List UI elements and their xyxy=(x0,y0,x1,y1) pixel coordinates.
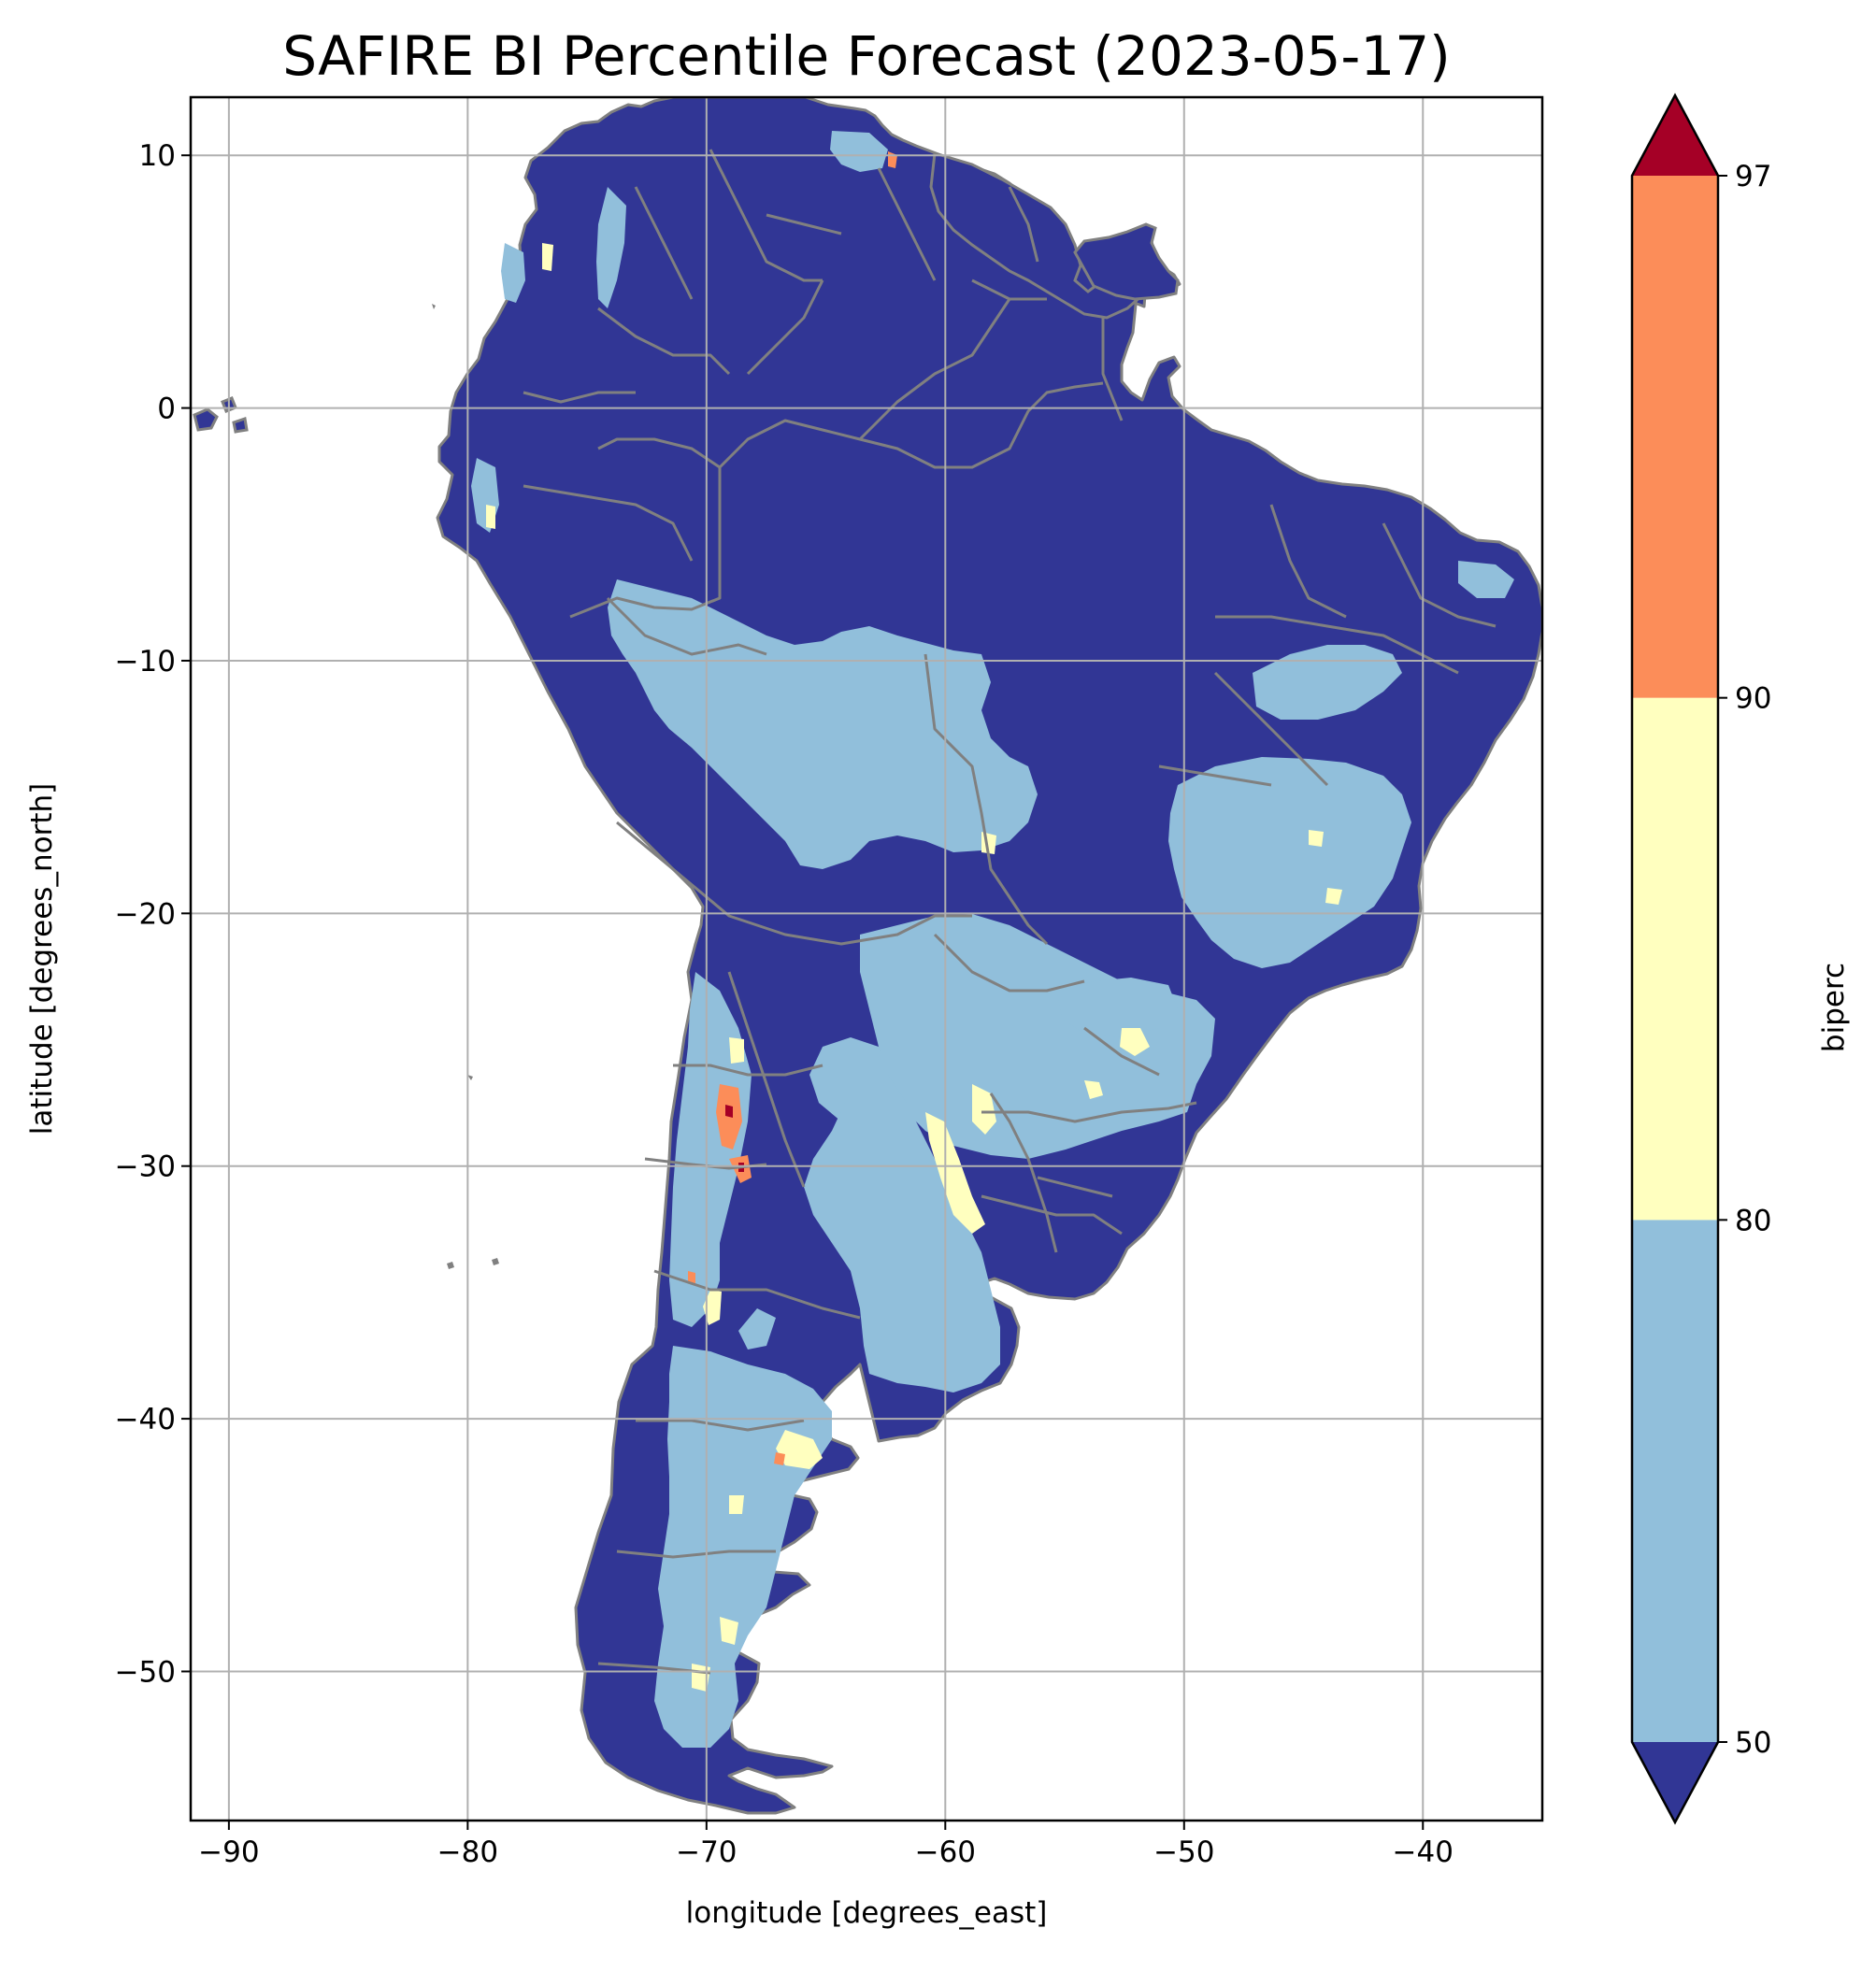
colorbar-tick-label: 50 xyxy=(1735,1726,1771,1760)
galapagos-islands xyxy=(193,396,249,434)
map-title: SAFIRE BI Percentile Forecast (2023-05-1… xyxy=(282,24,1451,88)
colorbar-extend-min xyxy=(1632,1742,1718,1822)
colorbar-segment xyxy=(1632,1220,1718,1742)
y-axis: 10 0 −10 −20 −30 −40 −50 xyxy=(115,139,191,1689)
colorbar-segment xyxy=(1632,697,1718,1221)
y-tick-label: −50 xyxy=(115,1655,176,1689)
y-tick-label: 10 xyxy=(139,139,176,173)
axes-frame xyxy=(189,95,1544,1822)
country-borders xyxy=(523,149,1497,1675)
x-tick-label: −80 xyxy=(437,1835,498,1869)
y-axis-label: latitude [degrees_north] xyxy=(25,783,59,1135)
y-tick-label: −20 xyxy=(115,897,176,931)
x-tick-label: −40 xyxy=(1393,1835,1454,1869)
gridlines xyxy=(191,97,1542,1821)
y-tick-label: −40 xyxy=(115,1403,176,1436)
colorbar-tick-label: 90 xyxy=(1735,682,1771,716)
colorbar-segment xyxy=(1632,176,1718,698)
colorbar: 50 80 90 97 xyxy=(1630,93,1771,1825)
map-area xyxy=(191,97,1542,1821)
x-tick-label: −70 xyxy=(676,1835,737,1869)
colorbar-extend-max xyxy=(1632,95,1718,176)
x-tick-label: −60 xyxy=(915,1835,976,1869)
y-tick-label: −30 xyxy=(115,1150,176,1184)
colorbar-tick-label: 97 xyxy=(1735,160,1771,193)
band-80-90 xyxy=(486,243,1342,1692)
x-axis: −90 −80 −70 −60 −50 −40 xyxy=(198,1821,1454,1869)
colorbar-tick-label: 80 xyxy=(1735,1204,1771,1237)
x-axis-label: longitude [degrees_east] xyxy=(686,1896,1048,1930)
x-tick-label: −50 xyxy=(1153,1835,1214,1869)
x-tick-label: −90 xyxy=(198,1835,259,1869)
y-tick-label: 0 xyxy=(157,393,176,426)
guiana-hump xyxy=(1073,222,1180,301)
colorbar-label: biperc xyxy=(1817,963,1851,1052)
y-tick-label: −10 xyxy=(115,645,176,678)
